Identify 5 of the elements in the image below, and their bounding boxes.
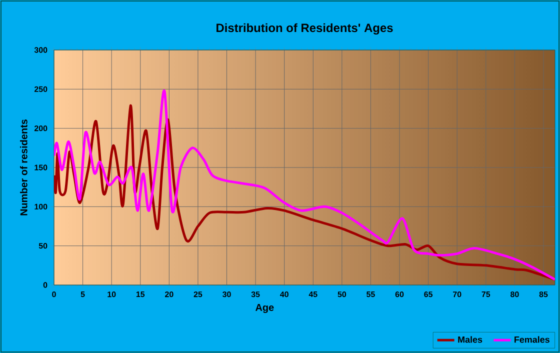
x-axis-title: Age: [255, 304, 274, 313]
y-axis-title: Number of residents: [20, 119, 28, 216]
legend-label: Males: [458, 336, 482, 343]
legend-label: Females: [514, 336, 550, 343]
chart-title: Distribution of Residents' Ages: [216, 23, 393, 35]
